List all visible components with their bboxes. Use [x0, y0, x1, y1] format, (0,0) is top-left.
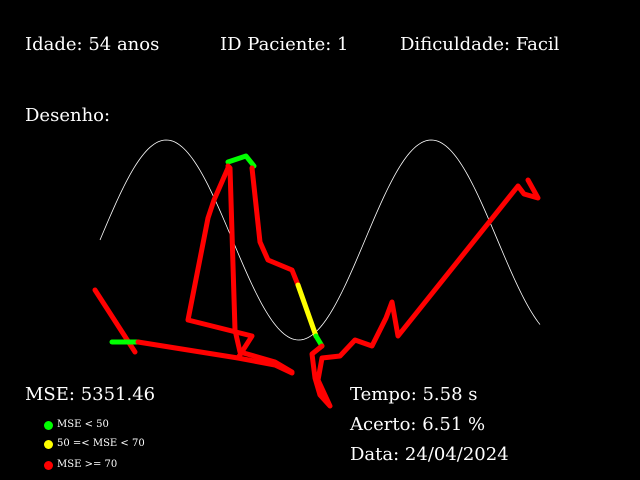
user-trace: [95, 156, 538, 406]
legend-label: MSE < 50: [57, 419, 109, 431]
legend-item-medium: 50 =< MSE < 70: [44, 437, 145, 451]
legend-item-bad: MSE >= 70: [44, 458, 117, 472]
legend-label: 50 =< MSE < 70: [57, 438, 145, 450]
elapsed-time: Tempo: 5.58 s: [350, 385, 478, 405]
yellow-dot-icon: [44, 440, 53, 449]
trace-segment-red: [312, 180, 538, 406]
trace-segment-red: [228, 166, 292, 372]
legend-item-good: MSE < 50: [44, 418, 109, 432]
red-dot-icon: [44, 461, 53, 470]
trace-segment-red: [138, 342, 292, 373]
difficulty-level: Dificuldade: Facil: [400, 35, 559, 55]
patient-id: ID Paciente: 1: [220, 35, 349, 55]
mse-value: MSE: 5351.46: [25, 385, 155, 405]
session-date: Data: 24/04/2024: [350, 445, 509, 465]
green-dot-icon: [44, 421, 53, 430]
trace-segment-yellow: [298, 285, 316, 336]
drawing-label: Desenho:: [25, 106, 110, 126]
patient-age: Idade: 54 anos: [25, 35, 159, 55]
trace-segment-green: [228, 156, 254, 166]
trace-segment-red: [252, 168, 298, 285]
legend-label: MSE >= 70: [57, 459, 117, 471]
accuracy: Acerto: 6.51 %: [350, 415, 485, 435]
